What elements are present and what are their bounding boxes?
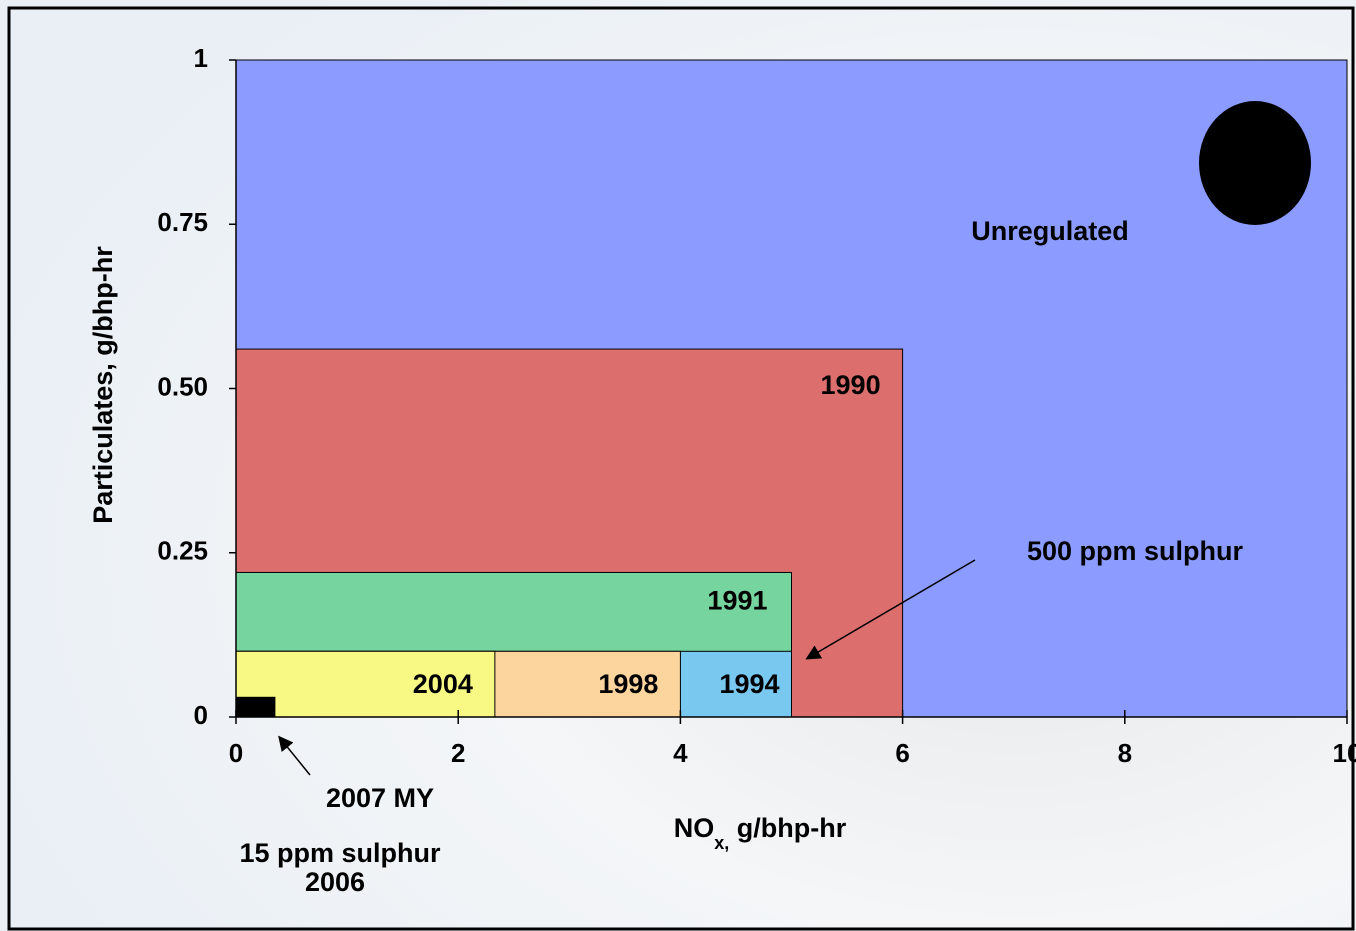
- plot-area: [236, 60, 1347, 717]
- annotation: 2006: [305, 867, 365, 897]
- x-label-sub: x,: [714, 833, 729, 853]
- region-label: Unregulated: [971, 216, 1129, 246]
- x-tick-label: 10: [1333, 738, 1356, 768]
- region-label: 1990: [821, 370, 881, 400]
- region-label: 1998: [598, 669, 658, 699]
- page: Particulates, g/bhp-hr NOx, g/bhp-hr 500…: [0, 0, 1356, 931]
- region-label: 2007 MY: [326, 783, 434, 813]
- y-axis-label: Particulates, g/bhp-hr: [88, 246, 118, 524]
- region-label: 1991: [707, 586, 767, 616]
- y-tick-label: 0.75: [157, 207, 208, 237]
- region-label: 1994: [719, 669, 779, 699]
- x-tick-label: 4: [673, 738, 688, 768]
- y-tick-label: 0: [194, 700, 208, 730]
- x-label-rest: g/bhp-hr: [729, 813, 846, 843]
- x-tick-label: 8: [1118, 738, 1132, 768]
- y-tick-label: 0.50: [157, 371, 208, 401]
- y-tick-label: 1: [194, 43, 208, 73]
- x-tick-label: 6: [895, 738, 909, 768]
- y-tick-label: 0.25: [157, 536, 208, 566]
- region: [236, 697, 275, 717]
- x-tick-label: 0: [229, 738, 243, 768]
- region-label: 2004: [413, 669, 473, 699]
- logo-blob: [1199, 101, 1311, 225]
- x-label-main: NO: [674, 813, 715, 843]
- annotation: 500 ppm sulphur: [1027, 536, 1244, 566]
- x-tick-label: 2: [451, 738, 465, 768]
- annotation: 15 ppm sulphur: [239, 838, 441, 868]
- chart: Particulates, g/bhp-hr NOx, g/bhp-hr 500…: [0, 0, 1356, 931]
